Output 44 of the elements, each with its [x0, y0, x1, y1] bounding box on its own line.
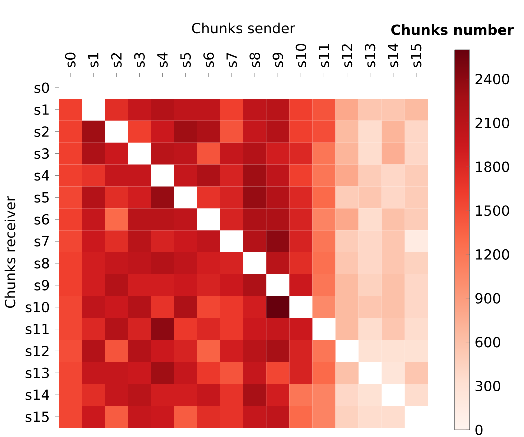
x-tick-label: s7 — [226, 53, 238, 68]
x-tick-label: s15 — [411, 44, 422, 68]
color-bar-label: 0 — [476, 424, 483, 436]
y-tick-label: s14 — [26, 390, 50, 400]
color-bar-label: 1800 — [476, 162, 510, 172]
y-tick-label: s2 — [34, 126, 49, 138]
x-tick-label: s1 — [88, 53, 99, 68]
y-tick-label: s10 — [26, 302, 50, 313]
y-tick-label: s9 — [34, 280, 50, 291]
x-tick-label: s8 — [250, 52, 260, 68]
y-tick-label: s12 — [26, 346, 49, 357]
y-tick-label: s6 — [34, 214, 50, 225]
x-tick-label: s0 — [65, 52, 76, 68]
x-tick-label: s13 — [365, 44, 376, 68]
color-bar-label: 600 — [476, 337, 500, 348]
x-tick-label: s2 — [111, 53, 122, 68]
color-bar-label: 2100 — [476, 118, 510, 128]
y-tick-label: s8 — [34, 258, 50, 269]
x-tick-label: s10 — [296, 44, 306, 68]
y-tick-label: s15 — [26, 412, 49, 422]
color-bar-label: 900 — [476, 293, 500, 304]
color-bar-title: Chunks number — [392, 24, 514, 36]
y-tick-label: s13 — [26, 368, 50, 378]
y-tick-label: s5 — [34, 192, 49, 203]
x-tick-label: s12 — [342, 44, 353, 68]
x-tick-label: s9 — [272, 52, 284, 68]
x-tick-label: s6 — [204, 52, 214, 68]
x-tick-label: s11 — [319, 44, 330, 68]
x-tick-label: s14 — [388, 44, 399, 68]
x-tick-label: s3 — [134, 53, 145, 68]
x-tick-label: s5 — [180, 53, 192, 68]
x-axis-title: Chunks sender — [192, 22, 296, 34]
y-tick-label: s0 — [34, 82, 50, 94]
y-tick-label: s7 — [34, 236, 49, 247]
y-tick-label: s3 — [34, 148, 50, 160]
x-tick-label: s4 — [158, 52, 168, 68]
color-bar-label: 300 — [476, 380, 500, 392]
y-tick-label: s11 — [26, 324, 49, 334]
color-bar-label: 1200 — [476, 249, 510, 260]
y-tick-label: s1 — [34, 104, 49, 116]
color-bar-label: 2400 — [476, 74, 510, 85]
y-axis-title: Chunks receiver — [4, 196, 16, 308]
y-tick-label: s4 — [34, 170, 50, 181]
color-bar-label: 1500 — [476, 206, 510, 216]
